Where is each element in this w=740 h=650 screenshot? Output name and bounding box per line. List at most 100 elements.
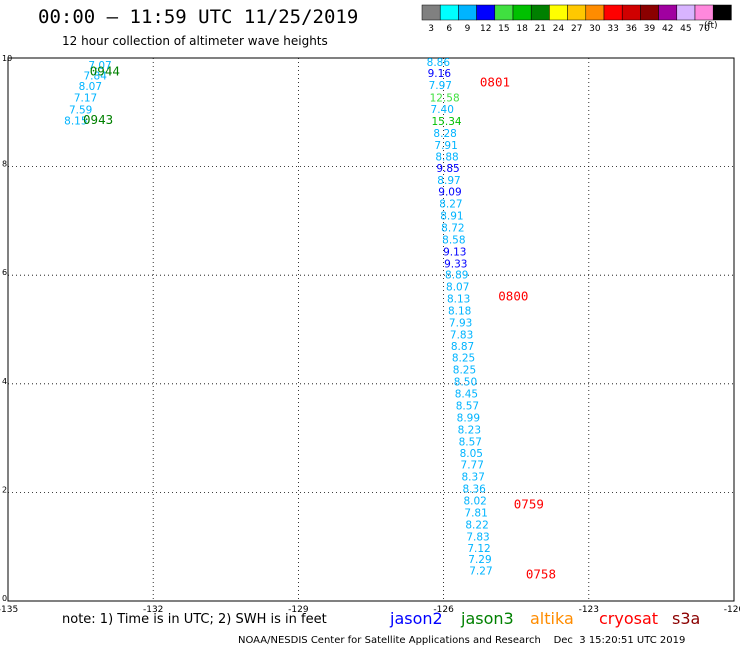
color-scale-swatch xyxy=(439,4,459,21)
wave-height-label: 8.57 xyxy=(456,401,479,413)
wave-height-label: 8.99 xyxy=(457,412,480,424)
color-scale-swatch xyxy=(458,4,477,21)
wave-height-label: 12.58 xyxy=(430,93,460,105)
color-scale-units: (ft) xyxy=(704,21,718,31)
color-scale-swatch xyxy=(585,4,605,21)
x-tick-label: -132 xyxy=(143,605,163,615)
wave-height-label: 7.83 xyxy=(466,531,489,543)
note-text: note: 1) Time is in UTC; 2) SWH is in fe… xyxy=(62,612,327,627)
wave-height-label: 8.02 xyxy=(463,496,486,508)
color-scale-label: 70 xyxy=(698,24,710,34)
wave-height-label: 8.22 xyxy=(465,519,488,531)
legend-cryosat: cryosat xyxy=(599,609,659,628)
color-scale-label: 12 xyxy=(480,24,491,34)
x-tick-label: -129 xyxy=(288,605,309,615)
y-tick-label: 8 xyxy=(2,160,7,169)
time-label: 0944 xyxy=(90,63,120,78)
x-tick-label: -126 xyxy=(433,605,454,615)
wave-height-label: 8.89 xyxy=(445,270,468,282)
time-label: 0800 xyxy=(498,288,528,303)
color-scale-swatch xyxy=(530,4,550,21)
color-scale-label: 24 xyxy=(553,24,565,34)
color-scale-swatch xyxy=(694,4,714,21)
legend-s3a: s3a xyxy=(672,609,701,628)
plot-frame xyxy=(7,57,735,602)
wave-height-label: 7.77 xyxy=(461,460,484,472)
wave-height-label: 9.13 xyxy=(443,246,466,258)
wave-height-label: 8.72 xyxy=(441,222,464,234)
wave-height-label: 8.91 xyxy=(440,210,463,222)
x-tick-label: -135 xyxy=(0,605,18,615)
wave-height-label: 7.07 xyxy=(88,60,111,72)
wave-height-label: 7.29 xyxy=(468,554,491,566)
wave-height-label: 7.40 xyxy=(431,104,454,116)
wave-height-label: 8.18 xyxy=(448,305,471,317)
wave-height-label: 8.36 xyxy=(462,484,486,496)
color-scale-swatch xyxy=(658,4,678,21)
wave-height-label: 8.58 xyxy=(442,234,465,246)
color-scale-label: 21 xyxy=(535,24,546,34)
color-scale-swatch xyxy=(712,4,732,21)
wave-height-label: 9.16 xyxy=(428,68,452,80)
color-scale-label: 6 xyxy=(446,24,452,34)
wave-height-label: 8.45 xyxy=(455,389,478,401)
wave-height-label: 8.25 xyxy=(453,365,476,377)
color-scale-swatch xyxy=(567,4,587,21)
color-scale-label: 3 xyxy=(428,24,434,34)
wave-height-label: 8.05 xyxy=(460,448,483,460)
y-tick-label: 10 xyxy=(2,54,12,63)
wave-height-label: 7.81 xyxy=(464,507,487,519)
color-scale-label: 9 xyxy=(465,24,471,34)
wave-height-label: 7.97 xyxy=(429,80,452,92)
wave-height-label: 7.91 xyxy=(434,140,457,152)
wave-height-label: 8.88 xyxy=(435,151,458,163)
legend-jason3: jason3 xyxy=(461,609,514,628)
wave-height-label: 8.25 xyxy=(452,353,475,365)
wave-height-label: 8.07 xyxy=(446,282,469,294)
color-scale-label: 15 xyxy=(498,24,509,34)
color-scale-label: 39 xyxy=(644,24,656,34)
wave-height-label: 7.17 xyxy=(74,93,97,105)
wave-height-label: 8.97 xyxy=(437,175,460,187)
wave-height-label: 7.59 xyxy=(69,105,92,117)
color-scale-label: 36 xyxy=(626,24,638,34)
color-scale-swatch xyxy=(549,4,568,21)
color-scale-swatch xyxy=(421,4,441,21)
wave-height-label: 8.57 xyxy=(459,436,482,448)
y-tick-label: 4 xyxy=(2,377,7,386)
wave-height-label: 9.85 xyxy=(436,163,459,175)
y-tick-label: 0 xyxy=(2,594,7,603)
wave-height-label: 7.12 xyxy=(467,543,490,555)
color-scale-label: 45 xyxy=(680,24,691,34)
y-tick-label: 2 xyxy=(2,485,7,494)
x-tick-label: -120 xyxy=(724,605,740,615)
color-scale-swatch xyxy=(494,4,514,21)
wave-height-label: 9.33 xyxy=(444,258,467,270)
footer-credit: NOAA/NESDIS Center for Satellite Applica… xyxy=(238,635,686,646)
y-tick-label: 6 xyxy=(2,268,7,277)
chart-title: 00:00 — 11:59 UTC 11/25/2019 xyxy=(38,6,359,28)
wave-height-label: 15.34 xyxy=(432,116,462,128)
color-scale-swatch xyxy=(603,4,623,21)
time-label: 0758 xyxy=(526,566,556,581)
wave-height-label: 8.28 xyxy=(433,128,456,140)
time-label: 0943 xyxy=(83,112,113,127)
time-label: 0759 xyxy=(514,496,544,511)
color-scale-label: 42 xyxy=(662,24,673,34)
color-scale-swatch xyxy=(512,4,532,21)
wave-height-label: 8.07 xyxy=(79,81,102,93)
x-tick-label: -123 xyxy=(579,605,599,615)
color-scale-label: 27 xyxy=(571,24,582,34)
wave-height-label: 7.83 xyxy=(450,329,473,341)
legend-altika: altika xyxy=(530,609,574,628)
color-scale-label: 30 xyxy=(589,24,601,34)
wave-height-label: 8.50 xyxy=(454,377,477,389)
wave-height-label: 7.93 xyxy=(449,317,472,329)
wave-height-label: 7.27 xyxy=(469,566,492,578)
color-scale-swatch xyxy=(476,4,496,21)
wave-height-label: 9.09 xyxy=(438,187,461,199)
chart-subtitle: 12 hour collection of altimeter wave hei… xyxy=(62,34,328,48)
wave-height-label: 7.84 xyxy=(84,70,108,82)
color-scale-swatch xyxy=(676,4,696,21)
